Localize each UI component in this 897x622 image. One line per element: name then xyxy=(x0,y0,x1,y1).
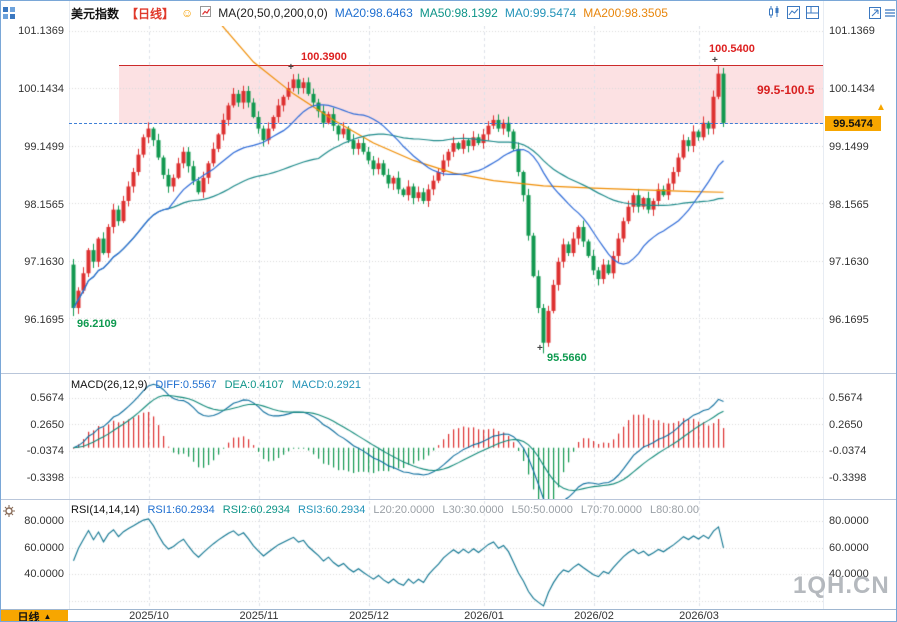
macd-axis-label: -0.3398 xyxy=(829,472,867,484)
time-axis-label: 2026/01 xyxy=(464,610,504,622)
split-panel-icon[interactable] xyxy=(805,5,819,19)
price-axis-label: 101.1369 xyxy=(18,25,64,37)
grid-view-icon[interactable] xyxy=(3,6,15,24)
settings-gear-icon[interactable] xyxy=(3,504,15,522)
peak-marker: + xyxy=(712,55,718,66)
price-alert-triangle-icon: ▲ xyxy=(876,102,886,113)
rsi-l80-value: L80:80.00 xyxy=(650,504,699,516)
watermark: 1QH.CN xyxy=(793,572,890,599)
rsi-l70-value: L70:70.0000 xyxy=(580,504,643,516)
rsi3-value: RSI3:60.2934 xyxy=(298,504,366,516)
chart-area[interactable]: 美元指数 【日线】 ☺ MA(20,50,0,200,0,0) MA20:98.… xyxy=(69,1,823,609)
rsi-title[interactable]: RSI(14,14,14) xyxy=(71,504,140,516)
ma20-value: MA20:98.6463 xyxy=(334,6,413,20)
time-axis-label: 2026/02 xyxy=(574,610,614,622)
ma0-value: MA0:99.5474 xyxy=(504,6,577,20)
current-price-dashed-line xyxy=(69,123,823,124)
time-axis-label: 2025/12 xyxy=(349,610,389,622)
macd-diff-value: DIFF:0.5567 xyxy=(155,379,217,391)
rsi-header: RSI(14,14,14) RSI1:60.2934 RSI2:60.2934 … xyxy=(71,504,699,516)
panel-divider xyxy=(1,373,896,374)
rsi-l30-value: L30:30.0000 xyxy=(442,504,504,516)
macd-axis-label: 0.2650 xyxy=(30,419,64,431)
chevron-up-icon: ▲ xyxy=(43,612,52,621)
rsi-axis-label: 60.0000 xyxy=(829,542,869,554)
chart-toolbar xyxy=(767,5,819,19)
panel-divider xyxy=(1,499,896,500)
macd-axis-label: 0.5674 xyxy=(829,392,863,404)
macd-axis-label: 0.2650 xyxy=(829,419,863,431)
smiley-icon: ☺ xyxy=(181,6,194,20)
low-annotation-left: 96.2109 xyxy=(77,318,117,330)
right-price-axis: 101.1369 100.1434 ▲ 99.5474 99.1499 98.1… xyxy=(823,1,896,609)
ma200-value: MA200:98.3505 xyxy=(583,6,668,20)
ma50-value: MA50:98.1392 xyxy=(419,6,498,20)
price-axis-label: 99.1499 xyxy=(24,141,64,153)
price-axis-label: 98.1565 xyxy=(24,199,64,211)
ma-settings-label[interactable]: MA(20,50,0,200,0,0) xyxy=(218,6,328,20)
rsi-axis-label: 80.0000 xyxy=(829,515,869,527)
indicator-box-icon[interactable] xyxy=(200,6,212,20)
period-label[interactable]: 【日线】 xyxy=(126,6,175,21)
macd-axis-label: -0.3398 xyxy=(26,472,64,484)
price-axis-label: 100.1434 xyxy=(829,83,875,95)
price-axis-label: 99.1499 xyxy=(829,141,869,153)
price-axis-label: 97.1630 xyxy=(24,256,64,268)
peak-marker: + xyxy=(288,62,294,73)
trough-marker: + xyxy=(537,343,543,354)
macd-panel-canvas[interactable] xyxy=(69,376,823,499)
time-axis-label: 2025/10 xyxy=(129,610,169,622)
rsi-panel-canvas[interactable] xyxy=(69,501,823,609)
rsi-axis-label: 80.0000 xyxy=(24,515,64,527)
resistance-band-label: 99.5-100.5 xyxy=(757,83,815,97)
macd-axis-label: -0.0374 xyxy=(26,445,64,457)
rsi1-value: RSI1:60.2934 xyxy=(147,504,215,516)
rsi-axis-label: 60.0000 xyxy=(24,542,64,554)
macd-axis-label: -0.0374 xyxy=(829,445,867,457)
macd-header: MACD(26,12,9) DIFF:0.5567 DEA:0.4107 MAC… xyxy=(71,379,361,391)
menu-icon[interactable] xyxy=(884,6,896,24)
price-axis-label: 98.1565 xyxy=(829,199,869,211)
price-axis-label: 96.1695 xyxy=(829,314,869,326)
price-axis-label: 97.1630 xyxy=(829,256,869,268)
macd-dea-value: DEA:0.4107 xyxy=(224,379,284,391)
price-axis-label: 101.1369 xyxy=(829,25,875,37)
time-axis-label: 2026/03 xyxy=(679,610,719,622)
maximize-icon[interactable] xyxy=(869,6,881,24)
time-axis-bar: 日线 ▲ 2025/10 2025/11 2025/12 2026/01 202… xyxy=(1,609,896,622)
current-price-tag: 99.5474 xyxy=(825,116,881,131)
line-chart-icon[interactable] xyxy=(786,5,800,19)
price-axis-label: 96.1695 xyxy=(24,314,64,326)
rsi-l50-value: L50:50.0000 xyxy=(511,504,573,516)
high-annotation-right: 100.5400 xyxy=(709,43,755,55)
candlestick-chart-icon[interactable] xyxy=(767,5,781,19)
main-chart-canvas[interactable] xyxy=(69,26,823,373)
main-chart-header: 美元指数 【日线】 ☺ MA(20,50,0,200,0,0) MA20:98.… xyxy=(71,5,668,21)
period-selector-button[interactable]: 日线 ▲ xyxy=(1,610,68,622)
high-annotation-mid: 100.3900 xyxy=(301,51,347,63)
period-selector-label: 日线 xyxy=(17,611,40,622)
low-annotation-mid: 95.5660 xyxy=(547,352,587,364)
price-axis-label: 100.1434 xyxy=(18,83,64,95)
rsi2-value: RSI2:60.2934 xyxy=(222,504,291,516)
time-axis-label: 2025/11 xyxy=(239,610,279,622)
rsi-l20-value: L20:20.0000 xyxy=(373,504,435,516)
symbol-name: 美元指数 xyxy=(71,6,120,21)
rsi-axis-label: 40.0000 xyxy=(24,568,64,580)
macd-title[interactable]: MACD(26,12,9) xyxy=(71,379,148,391)
left-price-axis: 101.1369 100.1434 99.1499 98.1565 97.163… xyxy=(1,1,70,609)
rsi-axis-label: 40.0000 xyxy=(829,568,869,580)
macd-macd-value: MACD:0.2921 xyxy=(291,379,361,391)
macd-axis-label: 0.5674 xyxy=(30,392,64,404)
